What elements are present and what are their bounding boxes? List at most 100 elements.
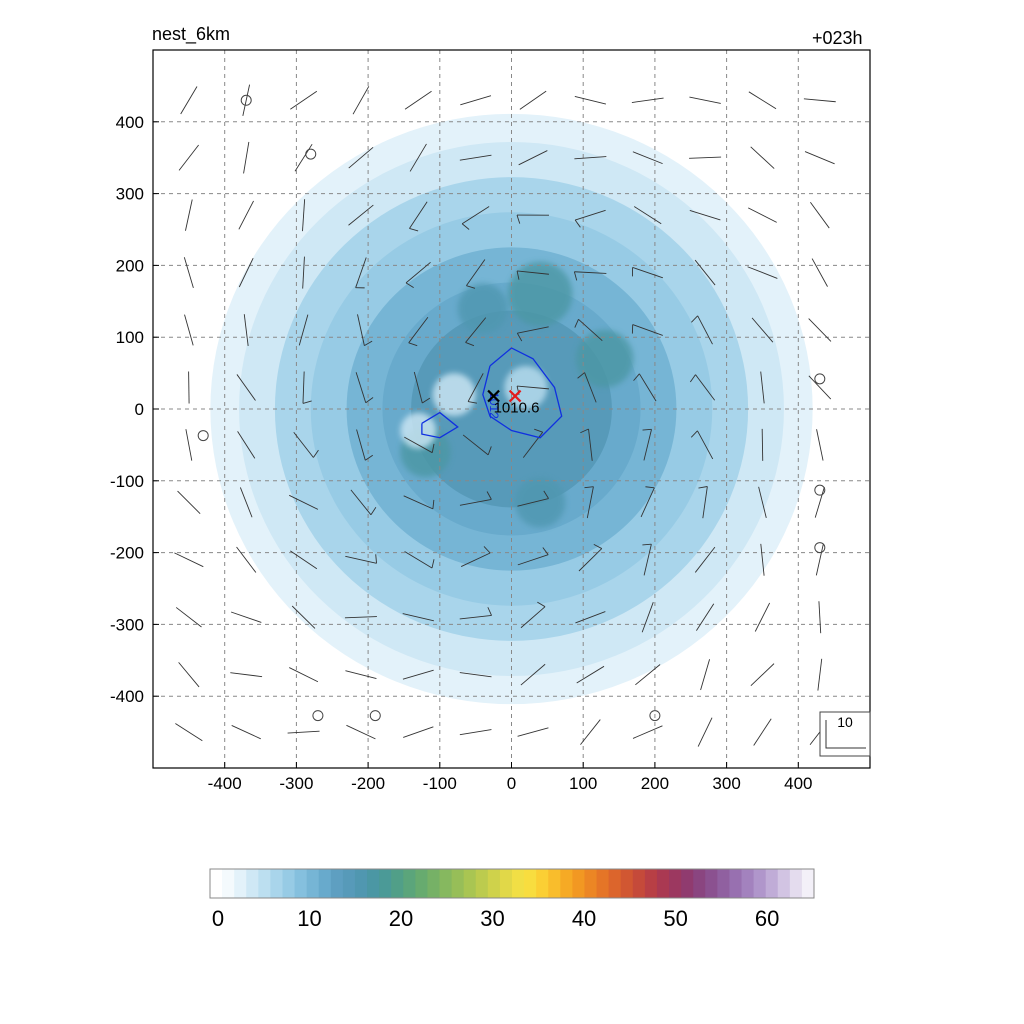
wind-barb <box>696 603 715 631</box>
colorbar-swatch <box>596 869 610 898</box>
wind-barb <box>818 601 822 634</box>
wind-barb <box>177 490 201 514</box>
colorbar-swatch <box>415 869 428 898</box>
wind-barb <box>808 318 832 342</box>
wind-barb <box>459 491 492 506</box>
wind-barb <box>516 214 550 224</box>
colorbar-tick-label: 40 <box>572 906 596 931</box>
center-markers: 1010.6 <box>487 389 540 417</box>
center-pressure-label: 1010.6 <box>494 400 540 417</box>
y-tick-label: 100 <box>116 328 144 347</box>
colorbar-swatch <box>210 869 223 898</box>
colorbar-tick-label: 0 <box>212 906 224 931</box>
wind-barb <box>519 90 547 110</box>
y-tick-label: 200 <box>116 256 144 275</box>
wind-barb <box>690 430 714 460</box>
wind-barb <box>243 141 250 174</box>
wind-barb <box>750 146 775 169</box>
wind-barb <box>174 552 204 568</box>
colorbar-swatch <box>499 869 513 898</box>
wind-barb <box>462 434 492 456</box>
colorbar-frame <box>209 868 815 899</box>
wind-barb <box>750 663 775 687</box>
colorbar-swatch <box>330 869 344 898</box>
x-tick-label: -400 <box>208 774 242 793</box>
colorbar-swatch <box>524 869 537 898</box>
wind-barb <box>817 658 823 691</box>
colorbar-swatch <box>608 869 622 898</box>
calm-wind-circle <box>305 148 317 160</box>
calm-wind-circle <box>369 710 381 722</box>
y-tick-label: 300 <box>116 185 144 204</box>
wind-barb <box>466 259 486 289</box>
wind-barb <box>183 257 194 289</box>
colorbar-swatch <box>620 869 634 898</box>
wind-barb <box>635 664 661 686</box>
wind-barb <box>753 718 772 746</box>
colorbar-swatch <box>282 869 296 898</box>
wind-barb <box>580 719 601 745</box>
field-ring-7 <box>411 310 612 508</box>
colorbar-swatch <box>753 869 767 898</box>
colorbar-swatch <box>777 869 791 898</box>
x-tick-label: 400 <box>784 774 812 793</box>
wind-barb <box>350 489 377 516</box>
wind-barb <box>747 266 778 279</box>
wind-barb <box>184 314 194 346</box>
colorbar-swatch <box>258 869 271 898</box>
wind-barb <box>520 663 546 686</box>
axis-ticks: -400 -300 -200 -100 0 100 200 300 400 400 300 200 10… <box>110 113 813 793</box>
colorbar-swatch <box>741 869 755 898</box>
wind-barb <box>803 98 836 103</box>
wind-barb <box>348 204 374 226</box>
colorbar-swatch <box>632 869 646 898</box>
wind-barb <box>185 429 193 461</box>
wind-barb <box>689 156 722 159</box>
x-tick-label: 0 <box>507 774 516 793</box>
wind-barb <box>516 270 549 280</box>
colorbar <box>210 869 815 898</box>
wind-barb <box>298 314 309 346</box>
wind-barb <box>633 206 662 225</box>
wind-barb <box>302 371 312 404</box>
wind-barb <box>302 199 306 232</box>
wind-barb <box>460 95 492 106</box>
colorbar-swatch <box>656 869 670 898</box>
field-patch-2 <box>576 330 634 388</box>
colorbar-swatch <box>669 869 682 898</box>
colorbar-tick-label: 10 <box>297 906 321 931</box>
wind-barb <box>185 199 193 231</box>
calm-wind-circle <box>312 710 324 722</box>
wind-barb <box>700 659 711 691</box>
wind-barb <box>632 151 663 165</box>
x-tick-label: -100 <box>423 774 457 793</box>
wind-barb <box>403 726 434 738</box>
x-tick-label: 300 <box>712 774 740 793</box>
field-patch-0 <box>507 261 573 327</box>
wind-barb <box>761 428 764 461</box>
wind-barb-reference-label: 10 <box>837 714 853 730</box>
wind-barb <box>517 547 549 566</box>
wind-barb <box>808 375 832 400</box>
wind-barb <box>698 486 708 519</box>
x-tick-label: 200 <box>641 774 669 793</box>
colorbar-swatch <box>463 869 477 898</box>
observed-center-marker <box>487 389 500 403</box>
colorbar-swatch <box>451 869 465 898</box>
calm-wind-circle <box>240 94 252 106</box>
colorbar-swatch <box>439 869 453 898</box>
colorbar-swatch <box>270 869 283 898</box>
wind-barb <box>175 607 202 628</box>
wind-barb <box>356 429 374 461</box>
wind-barb <box>178 144 199 171</box>
wind-barb <box>631 97 664 103</box>
wind-barb <box>811 258 828 287</box>
wind-barb <box>404 551 435 569</box>
colorbar-swatch <box>234 869 247 898</box>
wind-barb <box>403 495 435 510</box>
wind-barb <box>348 146 374 169</box>
wind-barb <box>641 602 654 633</box>
wind-barb <box>516 326 549 342</box>
wind-barb <box>758 486 767 518</box>
wind-barb <box>631 324 663 336</box>
